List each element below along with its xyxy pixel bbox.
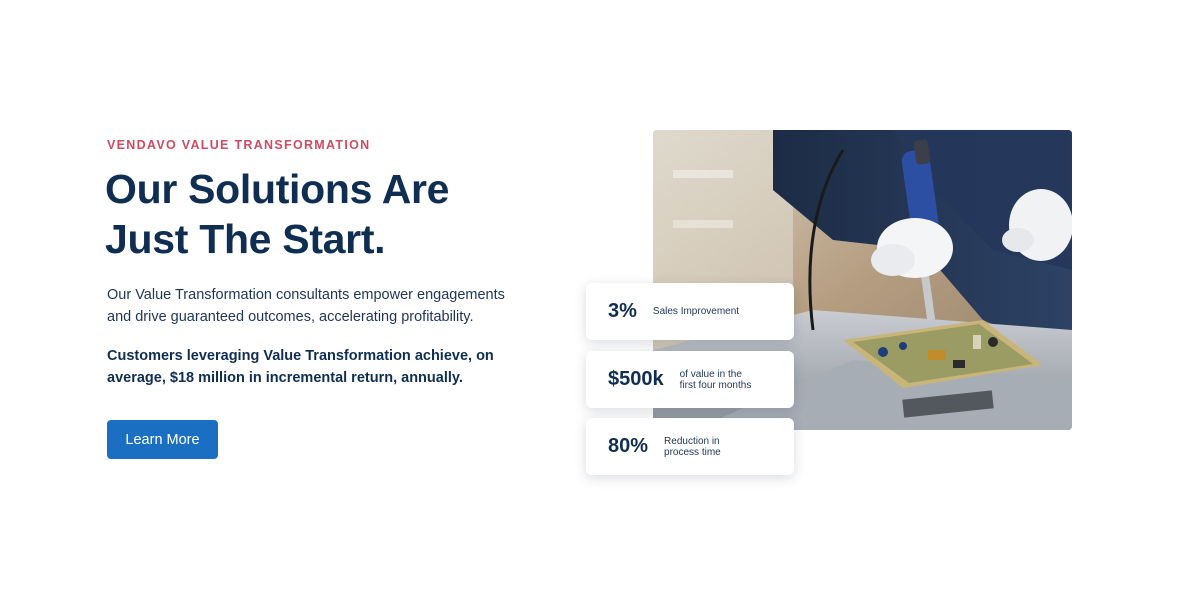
stat-label: of value in the first four months	[679, 368, 752, 391]
stat-label: Sales Improvement	[652, 306, 740, 317]
emphasis-paragraph: Customers leveraging Value Transformatio…	[107, 348, 494, 386]
headline-line-2: Just The Start.	[105, 216, 386, 262]
stat-value: 80%	[608, 435, 649, 457]
stat-card-first-four-months: $500k of value in the first four months	[586, 351, 794, 408]
learn-more-button[interactable]: Learn More	[107, 420, 218, 459]
page-title: Our Solutions Are Just The Start.	[105, 164, 565, 264]
headline-line-1: Our Solutions Are	[105, 166, 450, 212]
section-eyebrow: VENDAVO VALUE TRANSFORMATION	[107, 138, 371, 152]
stat-label: Reduction in process time	[664, 435, 721, 458]
stat-card-sales-improvement: 3% Sales Improvement	[586, 283, 794, 340]
stat-value: $500k	[608, 368, 664, 390]
stat-card-process-time: 80% Reduction in process time	[586, 418, 794, 475]
intro-paragraph: Our Value Transformation consultants emp…	[107, 287, 505, 325]
stat-value: 3%	[608, 300, 637, 322]
